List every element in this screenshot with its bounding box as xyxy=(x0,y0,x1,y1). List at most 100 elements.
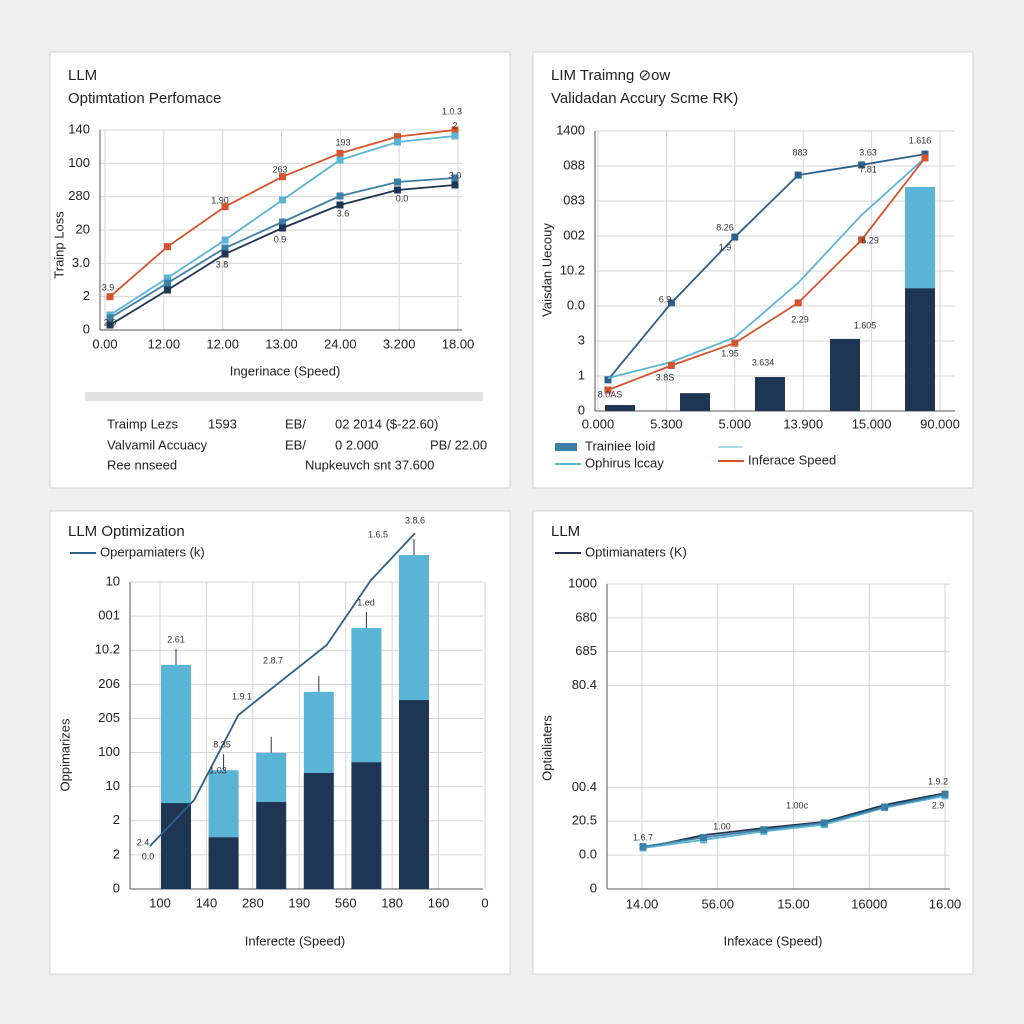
line-marker xyxy=(604,376,612,384)
y-tick-label: 0 xyxy=(83,321,90,336)
x-tick-label: 100 xyxy=(149,895,171,910)
annotation: 1.9.2 xyxy=(928,776,948,786)
annotation: 1.00 xyxy=(713,821,731,831)
x-axis-label: Inferecte (Speed) xyxy=(245,933,345,948)
annotation: 3.8.6 xyxy=(405,515,425,525)
line-marker xyxy=(336,201,344,209)
line-marker xyxy=(106,314,114,322)
annotation: 1.6.5 xyxy=(368,529,388,539)
annotation: 7.81 xyxy=(859,164,877,174)
y-tick-label: 10.2 xyxy=(560,262,585,277)
y-tick-label: 3 xyxy=(578,332,585,347)
y-tick-label: 205 xyxy=(98,710,120,725)
y-tick-label: 10 xyxy=(106,778,120,793)
y-axis-label: Trainp Loss xyxy=(51,211,66,279)
legend-label: Trainiee loid xyxy=(585,438,655,453)
table-cell: Ree nnseed xyxy=(107,457,177,472)
x-tick-label: 140 xyxy=(196,895,218,910)
annotation: 0.0 xyxy=(396,193,409,203)
line-marker xyxy=(394,138,401,146)
bar xyxy=(303,691,334,774)
annotation: 1.616 xyxy=(909,135,932,145)
y-axis-label: Vaisdan Uecouy xyxy=(539,223,554,317)
x-tick-label: 180 xyxy=(381,895,403,910)
line-marker xyxy=(164,286,171,294)
annotation: 2.61 xyxy=(167,634,185,644)
bar xyxy=(161,803,191,889)
x-tick-label: 12.00 xyxy=(148,336,181,351)
y-tick-label: 0.0 xyxy=(567,297,585,312)
x-tick-label: 160 xyxy=(428,895,450,910)
y-tick-label: 100 xyxy=(98,744,120,759)
x-tick-label: 16.00 xyxy=(929,896,962,911)
annotation: 3.0 xyxy=(449,170,462,180)
line-marker xyxy=(451,174,459,182)
x-tick-label: 14.00 xyxy=(626,896,659,911)
x-tick-label: 12.00 xyxy=(206,336,239,351)
legend-swatch xyxy=(555,443,577,451)
table-cell: Valvamil Accuacy xyxy=(107,437,208,452)
line-series xyxy=(642,792,946,849)
table-cell: PB/ 22.00 xyxy=(430,437,487,452)
legend-label: Optimianaters (K) xyxy=(585,544,687,559)
annotation: 0.9 xyxy=(274,234,287,244)
y-tick-label: 0.0 xyxy=(579,847,597,862)
bar xyxy=(830,338,860,411)
table-cell: 02 2014 ($-22.60) xyxy=(335,416,438,431)
annotation: 3.9 xyxy=(102,282,115,292)
y-tick-label: 001 xyxy=(98,608,120,623)
y-tick-label: 206 xyxy=(98,676,120,691)
table-cell: 1593 xyxy=(208,416,237,431)
line-marker xyxy=(667,362,675,369)
annotation: 2.0 xyxy=(104,317,117,327)
annotation: 2 xyxy=(452,120,457,130)
line-marker xyxy=(921,154,929,162)
panel: LLM Optimtation Perfomace 0 2 3.0 20 280 100 140… xyxy=(49,51,511,489)
annotation: 1.0.3 xyxy=(442,106,462,116)
y-tick-label: 002 xyxy=(563,227,585,242)
y-tick-label: 1400 xyxy=(556,122,585,137)
line-marker xyxy=(941,790,949,798)
line-marker xyxy=(336,149,344,157)
bar xyxy=(905,288,935,411)
bar xyxy=(256,802,287,889)
y-tick-label: 00.4 xyxy=(572,779,597,794)
bar xyxy=(351,628,382,763)
line-series xyxy=(607,157,926,391)
annotation: 1.605 xyxy=(854,320,877,330)
x-tick-label: 0.000 xyxy=(582,416,615,431)
line-marker xyxy=(604,386,612,394)
y-tick-label: 2 xyxy=(113,846,120,861)
y-tick-label: 10 xyxy=(106,573,120,588)
line-marker xyxy=(760,826,768,834)
annotation: 1.00c xyxy=(786,800,809,810)
y-tick-label: 280 xyxy=(68,188,90,203)
y-tick-label: 2 xyxy=(83,288,90,303)
annotation: 3.6 xyxy=(337,208,350,218)
line-marker xyxy=(820,819,828,827)
annotation: 1.03 xyxy=(209,765,227,775)
x-tick-label: 0 xyxy=(481,895,488,910)
bar xyxy=(208,837,239,889)
line-marker xyxy=(164,243,171,251)
bar xyxy=(351,762,382,889)
table-cell: Nupkeuvch snt 37.600 xyxy=(305,457,434,472)
line-marker xyxy=(336,156,344,164)
y-tick-label: 088 xyxy=(563,157,585,172)
y-tick-label: 20.5 xyxy=(572,813,597,828)
x-axis-label: Ingerinace (Speed) xyxy=(230,363,341,378)
line-series xyxy=(642,793,946,848)
x-axis-label: Infexace (Speed) xyxy=(723,933,822,948)
y-tick-label: 0 xyxy=(590,880,597,895)
line-marker xyxy=(394,133,401,141)
line-series xyxy=(607,153,926,381)
y-tick-label: 1 xyxy=(578,367,585,382)
annotation: 0.0 xyxy=(142,851,155,861)
line-marker xyxy=(858,161,866,169)
line-marker xyxy=(731,339,739,347)
panel-title: LIM Traimng ⊘ow xyxy=(551,67,670,84)
x-tick-label: 0.00 xyxy=(92,336,117,351)
x-tick-label: 15.000 xyxy=(852,416,892,431)
